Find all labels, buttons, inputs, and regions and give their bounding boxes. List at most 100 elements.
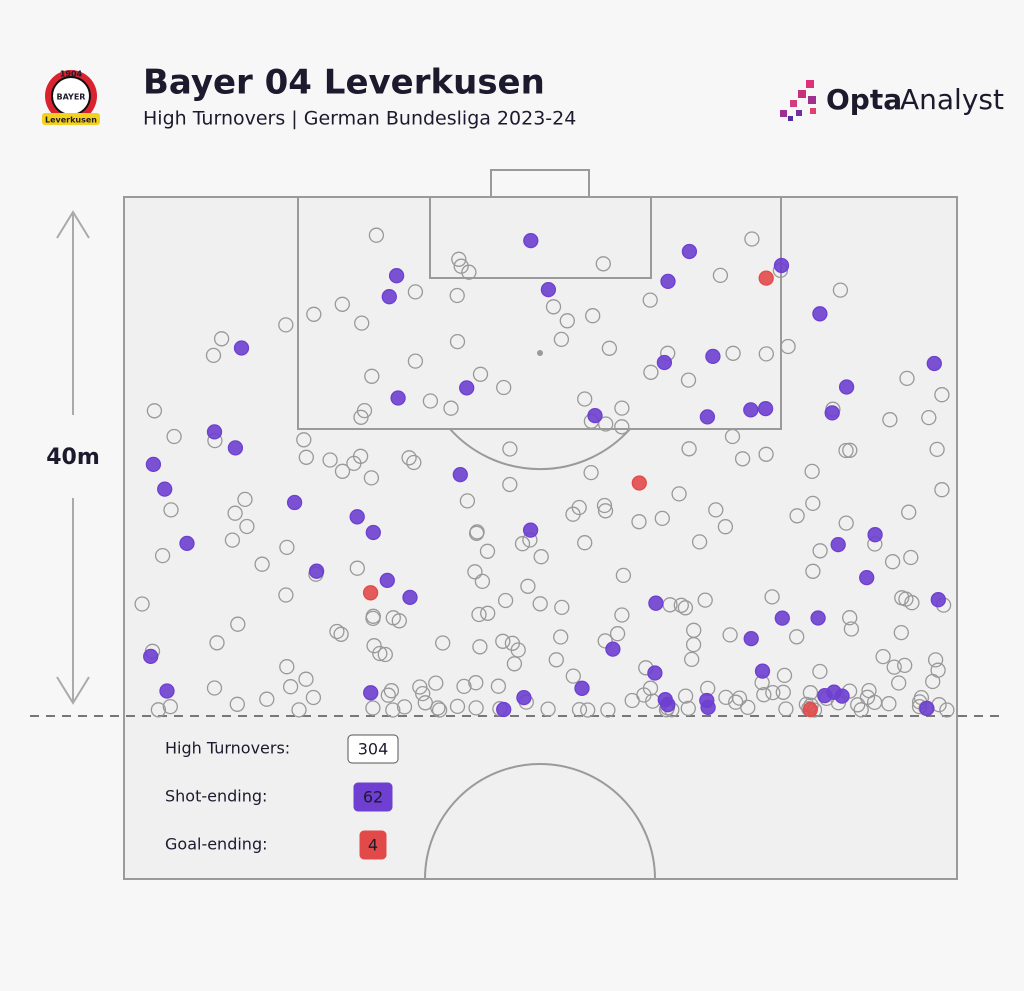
turnover-dot [867, 527, 883, 543]
turnover-dot [718, 689, 734, 706]
turnover-dot [832, 282, 849, 298]
badge-name: Leverkusen [45, 116, 97, 125]
turnover-dot [921, 409, 937, 426]
turnover-dot [587, 407, 603, 424]
turnover-dot [756, 687, 772, 703]
turnover-dot [390, 390, 406, 406]
turnover-dot [469, 524, 485, 540]
legend-label: Goal-ending: [165, 835, 267, 854]
turnover-dot [577, 391, 593, 407]
turnover-dot [875, 648, 891, 665]
turnover-dot [468, 700, 484, 716]
turnover-dot [516, 689, 532, 706]
turnover-dot [279, 659, 295, 675]
turnover-dot [925, 673, 941, 690]
turnover-dot [278, 587, 294, 603]
turnover-dot [461, 264, 477, 280]
turnover-dot [365, 700, 381, 716]
turnover-dot [179, 535, 195, 552]
turnover-dot [365, 610, 381, 627]
turnover-dot [838, 442, 854, 459]
turnover-dot [209, 635, 225, 651]
turnover-dot [927, 652, 944, 668]
turnover-dot [824, 405, 840, 421]
turnover-dot [388, 268, 405, 284]
legend-label: High Turnovers: [165, 739, 290, 758]
turnover-dot [780, 338, 796, 355]
turnover-dot [838, 379, 855, 395]
turnover-dot [407, 353, 424, 369]
turnover-dot [298, 671, 314, 687]
turnover-dot [522, 522, 539, 538]
turnover-dot [624, 692, 640, 709]
turnover-dot [893, 624, 909, 641]
turnover-dot [402, 589, 418, 606]
turnover-dot [146, 403, 163, 419]
turnover-dot [322, 452, 338, 468]
turnover-dot [381, 289, 397, 305]
turnover-dot [282, 679, 299, 695]
turnover-dot [480, 605, 496, 621]
turnover-dot [459, 380, 475, 396]
turnover-dot [162, 698, 178, 715]
turnover-dot [805, 563, 821, 579]
turnover-dot [286, 494, 303, 511]
turnover-dot [504, 635, 521, 651]
turnover-dot [353, 409, 369, 425]
turnover-dot [789, 508, 805, 524]
turnover-dot [805, 495, 821, 512]
turnover-dot [758, 270, 774, 286]
turnover-dot [237, 491, 253, 508]
turnover-dot [401, 450, 417, 466]
turnover-dot [642, 292, 658, 308]
turnover-dot [919, 700, 935, 717]
turnover-dot [157, 481, 173, 497]
turnover-dot [722, 627, 738, 643]
turnover-dot [506, 656, 523, 672]
legend-value: 62 [363, 788, 383, 807]
turnover-dot [259, 691, 275, 707]
turnover-dot [765, 684, 781, 701]
turnover-dot [532, 596, 548, 612]
turnover-dot [861, 682, 877, 699]
turnover-dot [545, 299, 562, 315]
turnover-dot [901, 504, 917, 520]
turnover-dot [789, 629, 805, 645]
turnover-dot [614, 419, 630, 435]
subtitle: High Turnovers | German Bundesliga 2023-… [143, 108, 576, 130]
turnover-dot [230, 616, 246, 632]
turnover-dot [213, 331, 230, 347]
brand-bold: Opta [826, 83, 902, 116]
turnover-dot [631, 475, 647, 491]
turnover-dot [660, 697, 676, 713]
turnover-dot [834, 688, 850, 704]
turnover-dot [681, 243, 698, 260]
turnover-dot [776, 667, 793, 684]
turnover-dot [368, 227, 385, 243]
penalty-spot [537, 350, 543, 356]
turnover-dot [134, 596, 150, 612]
turnover-dot [435, 635, 451, 651]
turnover-dot [514, 536, 531, 552]
turnover-dot [422, 393, 439, 409]
turnover-dot [305, 689, 322, 706]
legend-box [347, 734, 399, 764]
turnover-dot [656, 354, 673, 371]
turnover-dot [459, 493, 476, 509]
turnover-dot [843, 621, 860, 637]
turnover-dot [673, 597, 689, 613]
turnover-dot [894, 590, 910, 606]
turnover-dot [479, 543, 496, 559]
turnover-dot [654, 510, 670, 527]
turnover-dot [239, 518, 255, 535]
turnover-dot [758, 346, 774, 362]
turnover-dot [934, 387, 950, 403]
turnover-dot [224, 532, 241, 548]
turnover-dot [306, 306, 322, 322]
turnover-dot [881, 696, 897, 712]
turnover-dot [728, 694, 744, 710]
turnover-dot [859, 569, 875, 586]
turnover-dot [897, 657, 913, 674]
turnover-dot [680, 700, 696, 717]
